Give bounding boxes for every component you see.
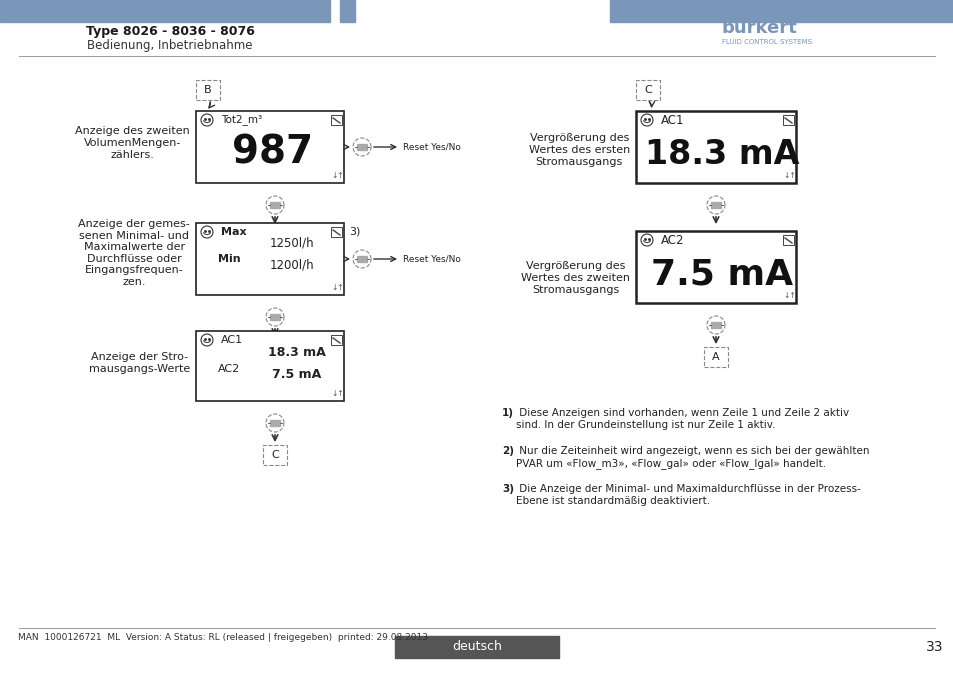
Text: MAN  1000126721  ML  Version: A Status: RL (released | freigegeben)  printed: 29: MAN 1000126721 ML Version: A Status: RL … <box>18 633 428 643</box>
Text: Reset Yes/No: Reset Yes/No <box>402 143 460 151</box>
Text: Bedienung, Inbetriebnahme: Bedienung, Inbetriebnahme <box>87 38 253 52</box>
Text: Tot2_m³: Tot2_m³ <box>221 114 262 125</box>
Bar <box>356 256 367 262</box>
Text: Anzeige der gemes-
senen Minimal- und
Maximalwerte der
Durchflüsse oder
Eingangs: Anzeige der gemes- senen Minimal- und Ma… <box>78 219 190 287</box>
Text: A: A <box>712 352 720 362</box>
Bar <box>710 202 720 208</box>
Bar <box>263 445 287 465</box>
Bar <box>356 144 367 150</box>
Text: Anzeige des zweiten
VolumenMengen-
zählers.: Anzeige des zweiten VolumenMengen- zähle… <box>75 127 190 160</box>
Text: 987: 987 <box>233 134 314 172</box>
Bar <box>738 16 792 20</box>
Circle shape <box>640 114 652 126</box>
Text: Diese Anzeigen sind vorhanden, wenn Zeile 1 und Zeile 2 aktiv
sind. In der Grund: Diese Anzeigen sind vorhanden, wenn Zeil… <box>516 408 848 429</box>
Text: Nur die Zeiteinheit wird angezeigt, wenn es sich bei der gewählten
PVAR um «Flow: Nur die Zeiteinheit wird angezeigt, wenn… <box>516 446 868 468</box>
Text: bürkert: bürkert <box>721 19 797 37</box>
Text: C: C <box>271 450 278 460</box>
Text: Vergrößerung des
Wertes des ersten
Stromausgangs: Vergrößerung des Wertes des ersten Strom… <box>528 133 629 167</box>
Bar <box>703 347 727 367</box>
Text: Max: Max <box>221 227 247 237</box>
Text: 18.3 mA: 18.3 mA <box>268 345 325 359</box>
Bar <box>270 314 280 320</box>
Text: 1200l/h: 1200l/h <box>270 258 314 271</box>
Bar <box>331 227 341 237</box>
Text: ↓↑: ↓↑ <box>332 283 344 291</box>
Text: 3): 3) <box>501 484 514 494</box>
Bar <box>782 235 793 245</box>
Text: AC1: AC1 <box>221 335 243 345</box>
Bar <box>270 420 280 426</box>
Text: ↓↑: ↓↑ <box>782 291 796 299</box>
Bar <box>195 111 344 183</box>
Text: B: B <box>204 85 212 95</box>
Bar <box>270 202 280 208</box>
Text: deutsch: deutsch <box>452 641 501 653</box>
Text: 2): 2) <box>501 446 514 456</box>
Text: 33: 33 <box>925 640 943 654</box>
Bar <box>395 636 558 658</box>
Text: 1250l/h: 1250l/h <box>270 237 314 250</box>
Text: Anzeige der Stro-
mausgangs-Werte: Anzeige der Stro- mausgangs-Werte <box>89 352 190 374</box>
Text: AC2: AC2 <box>660 234 684 246</box>
Text: ↓↑: ↓↑ <box>332 388 344 398</box>
Circle shape <box>201 226 213 238</box>
Text: 7.5 mA: 7.5 mA <box>272 368 321 381</box>
Bar <box>195 80 220 100</box>
Text: ↓↑: ↓↑ <box>782 170 796 180</box>
Bar <box>636 111 795 183</box>
Text: Vergrößerung des
Wertes des zweiten
Stromausgangs: Vergrößerung des Wertes des zweiten Stro… <box>520 261 629 295</box>
Text: AC1: AC1 <box>660 114 684 127</box>
Bar <box>609 0 953 22</box>
Circle shape <box>640 234 652 246</box>
Bar <box>710 322 720 328</box>
Bar <box>331 335 341 345</box>
Text: C: C <box>643 85 651 95</box>
Text: 3): 3) <box>349 226 360 236</box>
Text: FLUID CONTROL SYSTEMS: FLUID CONTROL SYSTEMS <box>721 39 811 45</box>
Bar <box>0 0 330 22</box>
Text: Die Anzeige der Minimal- und Maximaldurchflüsse in der Prozess-
Ebene ist standa: Die Anzeige der Minimal- und Maximaldurc… <box>516 484 860 505</box>
Bar <box>718 16 733 20</box>
Text: 7.5 mA: 7.5 mA <box>651 257 793 291</box>
Circle shape <box>201 334 213 346</box>
Bar <box>195 331 344 401</box>
Text: 1): 1) <box>501 408 514 418</box>
Bar <box>331 115 341 125</box>
Bar <box>636 80 659 100</box>
Bar <box>636 231 795 303</box>
Text: ↓↑: ↓↑ <box>332 170 344 180</box>
Bar <box>782 115 793 125</box>
Bar <box>195 223 344 295</box>
Bar <box>339 0 355 22</box>
Text: Reset Yes/No: Reset Yes/No <box>402 254 460 264</box>
Text: 18.3 mA: 18.3 mA <box>644 138 799 171</box>
Text: Min: Min <box>218 254 240 264</box>
Text: AC2: AC2 <box>218 364 240 374</box>
Text: Type 8026 - 8036 - 8076: Type 8026 - 8036 - 8076 <box>86 26 254 38</box>
Circle shape <box>201 114 213 126</box>
